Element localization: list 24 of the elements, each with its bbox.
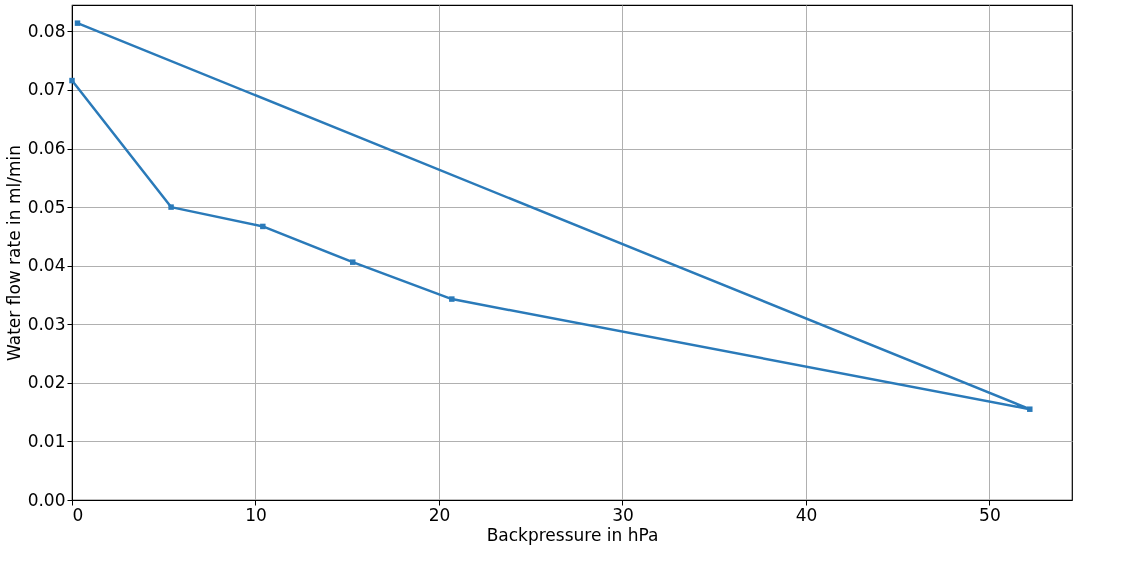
point bbox=[260, 223, 266, 230]
x-tick-label: 30 bbox=[612, 504, 634, 525]
x-tick-label: 50 bbox=[979, 504, 1001, 525]
x-tick-label: 40 bbox=[795, 504, 818, 525]
y-tick-label: 0.02 bbox=[27, 372, 66, 393]
point bbox=[74, 20, 81, 26]
point bbox=[449, 296, 455, 302]
y-tick-label: 0.08 bbox=[27, 20, 66, 41]
x-tick-label: 20 bbox=[428, 504, 451, 525]
x-tick-label: 0 bbox=[72, 504, 84, 525]
x-axis-title: Backpressure in hPa bbox=[486, 524, 659, 545]
y-tick-label: 0.03 bbox=[27, 313, 66, 334]
y-tick-label: 0.01 bbox=[27, 430, 66, 451]
point bbox=[69, 77, 75, 84]
point bbox=[168, 204, 174, 210]
y-tick-label: 0.00 bbox=[27, 489, 66, 510]
x-tick-label: 10 bbox=[245, 504, 267, 525]
y-axis-title: Water flow rate in ml/min bbox=[3, 145, 24, 361]
y-tick-label: 0.04 bbox=[27, 255, 66, 276]
y-tick-label: 0.06 bbox=[27, 138, 66, 159]
y-tick-label: 0.05 bbox=[27, 196, 66, 217]
y-tick-label: 0.07 bbox=[27, 79, 66, 100]
point bbox=[1027, 406, 1033, 412]
point bbox=[349, 259, 356, 265]
